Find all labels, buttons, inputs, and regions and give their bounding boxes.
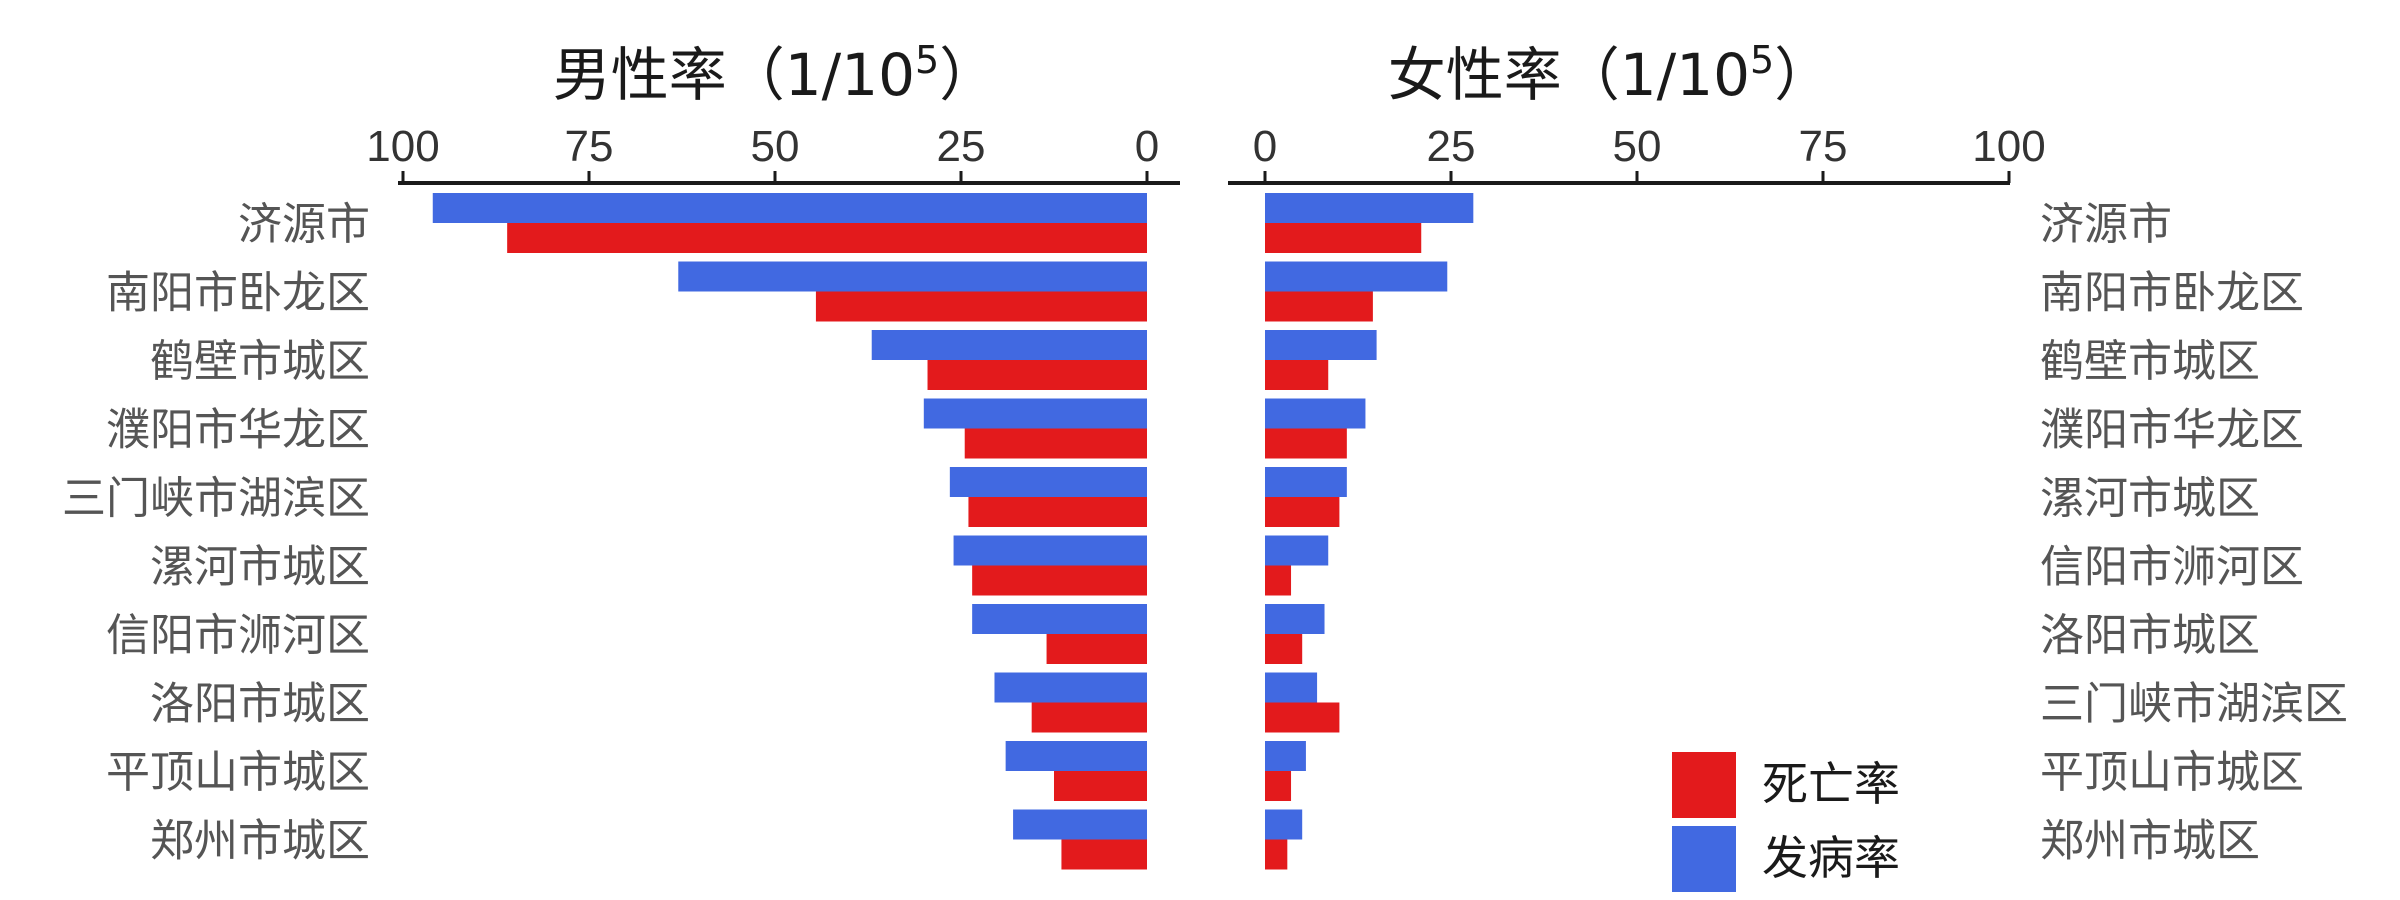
female-incidence-bar: [1265, 741, 1306, 771]
male-death-bar: [1054, 771, 1147, 801]
female-incidence-bar: [1265, 604, 1325, 634]
female-incidence-bar: [1265, 535, 1329, 566]
male-incidence-bar: [1013, 809, 1147, 840]
male-category-label: 南阳市卧龙区: [106, 268, 370, 319]
male-category-label: 济源市: [238, 199, 370, 250]
male-bars: [432, 193, 1147, 870]
male-x-ticks: 100 75 50 25 0: [366, 122, 1159, 183]
female-category-label: 濮阳市华龙区: [2040, 405, 2304, 456]
male-rate-panel: 男性率（1/105） 100 75 50 25 0 济源市南阳市卧龙区鹤壁市城区濮阳市华…: [62, 38, 1180, 870]
female-tick-label: 50: [1613, 122, 1662, 171]
male-incidence-bar: [953, 535, 1147, 566]
female-category-label: 南阳市卧龙区: [2040, 268, 2304, 319]
female-category-label: 平顶山市城区: [2040, 747, 2304, 798]
female-incidence-bar: [1265, 672, 1318, 703]
female-category-label: 鹤壁市城区: [2040, 336, 2260, 387]
female-x-ticks: 0 25 50 75 100: [1253, 122, 2046, 183]
female-category-label: 郑州市城区: [2040, 816, 2260, 867]
male-category-labels: 济源市南阳市卧龙区鹤壁市城区濮阳市华龙区三门峡市湖滨区漯河市城区信阳市浉河区洛阳…: [62, 199, 370, 867]
male-incidence-bar: [1005, 741, 1147, 771]
female-incidence-bar: [1265, 193, 1474, 223]
male-death-bar: [964, 428, 1147, 459]
female-chart-title: 女性率（1/105）: [1388, 38, 1832, 109]
female-category-label: 漯河市城区: [2040, 473, 2260, 524]
female-bars: [1265, 193, 1474, 870]
male-category-label: 濮阳市华龙区: [106, 405, 370, 456]
female-category-label: 洛阳市城区: [2040, 610, 2260, 661]
female-death-bar: [1265, 223, 1422, 253]
female-category-label: 信阳市浉河区: [2040, 542, 2304, 593]
legend-label-death: 死亡率: [1762, 757, 1900, 811]
female-death-bar: [1265, 771, 1292, 801]
male-category-label: 信阳市浉河区: [106, 610, 370, 661]
male-death-bar: [507, 223, 1147, 253]
female-death-bar: [1265, 634, 1303, 664]
legend-label-incidence: 发病率: [1762, 831, 1900, 885]
male-tick-label: 0: [1135, 122, 1159, 171]
female-tick-label: 25: [1427, 122, 1476, 171]
female-death-bar: [1265, 360, 1329, 390]
male-category-label: 漯河市城区: [150, 542, 370, 593]
female-category-label: 三门峡市湖滨区: [2040, 679, 2348, 730]
female-rate-panel: 女性率（1/105） 0 25 50 75 100 济源市南阳市卧龙区鹤壁市城区濮阳市华…: [1228, 38, 2348, 870]
male-category-label: 鹤壁市城区: [150, 336, 370, 387]
legend: 死亡率 发病率: [1672, 752, 1900, 892]
male-death-bar: [1031, 702, 1147, 733]
male-incidence-bar: [923, 398, 1147, 429]
male-incidence-bar: [871, 330, 1147, 360]
male-death-bar: [968, 497, 1147, 527]
female-death-bar: [1265, 702, 1340, 733]
male-death-bar: [1046, 634, 1147, 664]
male-chart-title: 男性率（1/105）: [553, 38, 997, 109]
female-incidence-bar: [1265, 809, 1303, 840]
male-incidence-bar: [949, 467, 1147, 497]
female-incidence-bar: [1265, 398, 1366, 429]
female-category-labels: 济源市南阳市卧龙区鹤壁市城区濮阳市华龙区漯河市城区信阳市浉河区洛阳市城区三门峡市…: [2040, 199, 2348, 867]
female-category-label: 济源市: [2040, 199, 2172, 250]
male-tick-label: 75: [565, 122, 614, 171]
female-incidence-bar: [1265, 261, 1448, 292]
female-incidence-bar: [1265, 330, 1377, 360]
female-death-bar: [1265, 839, 1288, 870]
male-tick-label: 25: [937, 122, 986, 171]
female-incidence-bar: [1265, 467, 1347, 497]
male-death-bar: [972, 565, 1147, 596]
male-death-bar: [815, 291, 1147, 322]
male-death-bar: [1061, 839, 1147, 870]
male-tick-label: 100: [366, 122, 439, 171]
male-category-label: 郑州市城区: [150, 816, 370, 867]
female-tick-label: 0: [1253, 122, 1277, 171]
male-death-bar: [927, 360, 1147, 390]
female-tick-label: 100: [1972, 122, 2045, 171]
male-tick-label: 50: [751, 122, 800, 171]
female-death-bar: [1265, 291, 1373, 322]
legend-swatch-death: [1672, 752, 1736, 818]
male-category-label: 三门峡市湖滨区: [62, 473, 370, 524]
female-death-bar: [1265, 497, 1340, 527]
male-incidence-bar: [432, 193, 1147, 223]
male-incidence-bar: [678, 261, 1147, 292]
male-incidence-bar: [994, 672, 1147, 703]
legend-swatch-incidence: [1672, 826, 1736, 892]
male-incidence-bar: [972, 604, 1147, 634]
male-category-label: 平顶山市城区: [106, 747, 370, 798]
male-category-label: 洛阳市城区: [150, 679, 370, 730]
female-tick-label: 75: [1799, 122, 1848, 171]
female-death-bar: [1265, 428, 1347, 459]
female-death-bar: [1265, 565, 1292, 596]
